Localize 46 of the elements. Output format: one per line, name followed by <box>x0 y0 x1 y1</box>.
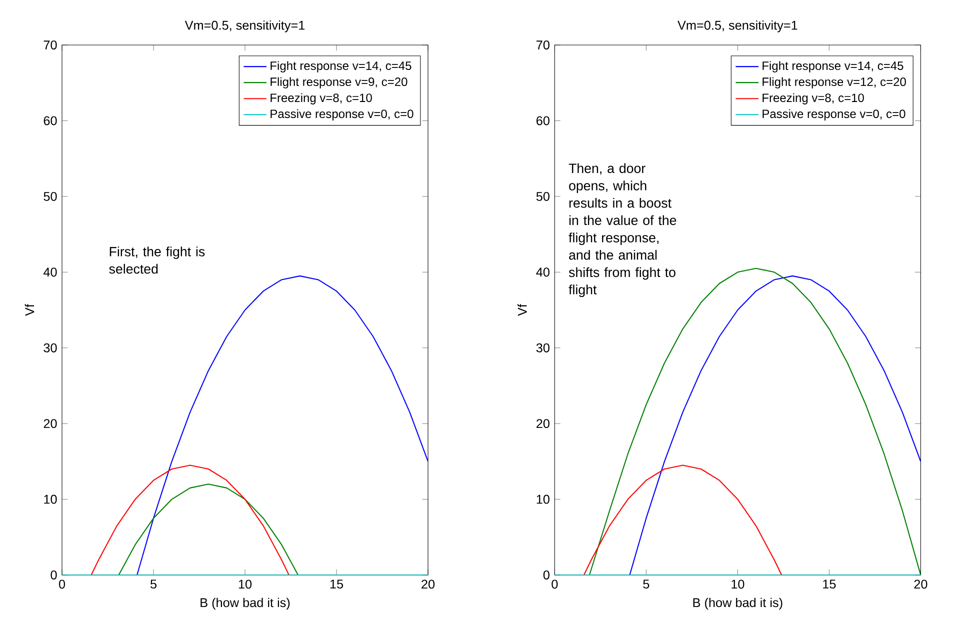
y-tick-label: 10 <box>536 494 550 504</box>
y-tick-label: 0 <box>50 570 57 580</box>
y-tick-label: 70 <box>536 40 550 50</box>
y-tick-label: 50 <box>44 192 57 201</box>
x-tick-label: 10 <box>732 580 744 589</box>
x-tick-label: 0 <box>552 580 558 589</box>
y-tick-label: 50 <box>536 192 550 201</box>
x-axis-title: B (how bad it is) <box>693 598 782 610</box>
y-tick-label: 10 <box>44 494 57 504</box>
chart-title: Vm=0.5, sensitivity=1 <box>184 20 305 32</box>
x-tick-label: 0 <box>58 580 66 589</box>
y-tick-label: 60 <box>536 116 550 126</box>
legend-label: Passive response v=0, c=0 <box>762 109 906 120</box>
legend-label: Fight response v=14, c=45 <box>762 61 904 72</box>
x-tick-label: 20 <box>422 580 435 589</box>
y-tick-label: 20 <box>44 419 57 428</box>
y-axis-title: Vf <box>518 304 527 316</box>
legend-label: Passive response v=0, c=0 <box>270 109 414 120</box>
line-series <box>136 275 428 575</box>
y-tick-label: 60 <box>44 116 57 126</box>
y-tick-label: 0 <box>543 570 550 580</box>
x-axis-title: B (how bad it is) <box>200 598 290 610</box>
line-series <box>90 464 290 575</box>
y-tick-label: 40 <box>43 268 57 277</box>
chart-title: Vm=0.5, sensitivity=1 <box>678 20 798 32</box>
x-tick-label: 15 <box>823 580 836 589</box>
y-tick-label: 30 <box>44 343 57 352</box>
x-tick-label: 20 <box>914 580 928 589</box>
annotation: First, the fight is selected <box>109 246 205 274</box>
y-tick-label: 20 <box>536 419 550 428</box>
line-series <box>118 484 299 575</box>
legend-label: Fight response v=14, c=45 <box>270 61 412 72</box>
legend-label: Flight response v=9, c=20 <box>270 77 408 88</box>
x-tick-label: 15 <box>330 580 344 589</box>
x-tick-label: 5 <box>150 580 157 589</box>
annotation: Then, a door opens, which results in a boost in the value of the flight response, and the animal shifts from fight to flight <box>568 163 676 298</box>
y-tick-label: 70 <box>44 40 57 50</box>
legend-label: Freezing v=8, c=10 <box>762 93 864 104</box>
y-tick-label: 30 <box>536 343 550 352</box>
x-tick-label: 10 <box>238 580 252 589</box>
legend-label: Flight response v=12, c=20 <box>762 77 906 88</box>
legend-label: Freezing v=8, c=10 <box>270 93 372 104</box>
y-tick-label: 40 <box>536 268 550 277</box>
x-tick-label: 5 <box>643 580 650 589</box>
line-series <box>583 464 782 575</box>
y-axis-title: Vf <box>24 304 34 316</box>
